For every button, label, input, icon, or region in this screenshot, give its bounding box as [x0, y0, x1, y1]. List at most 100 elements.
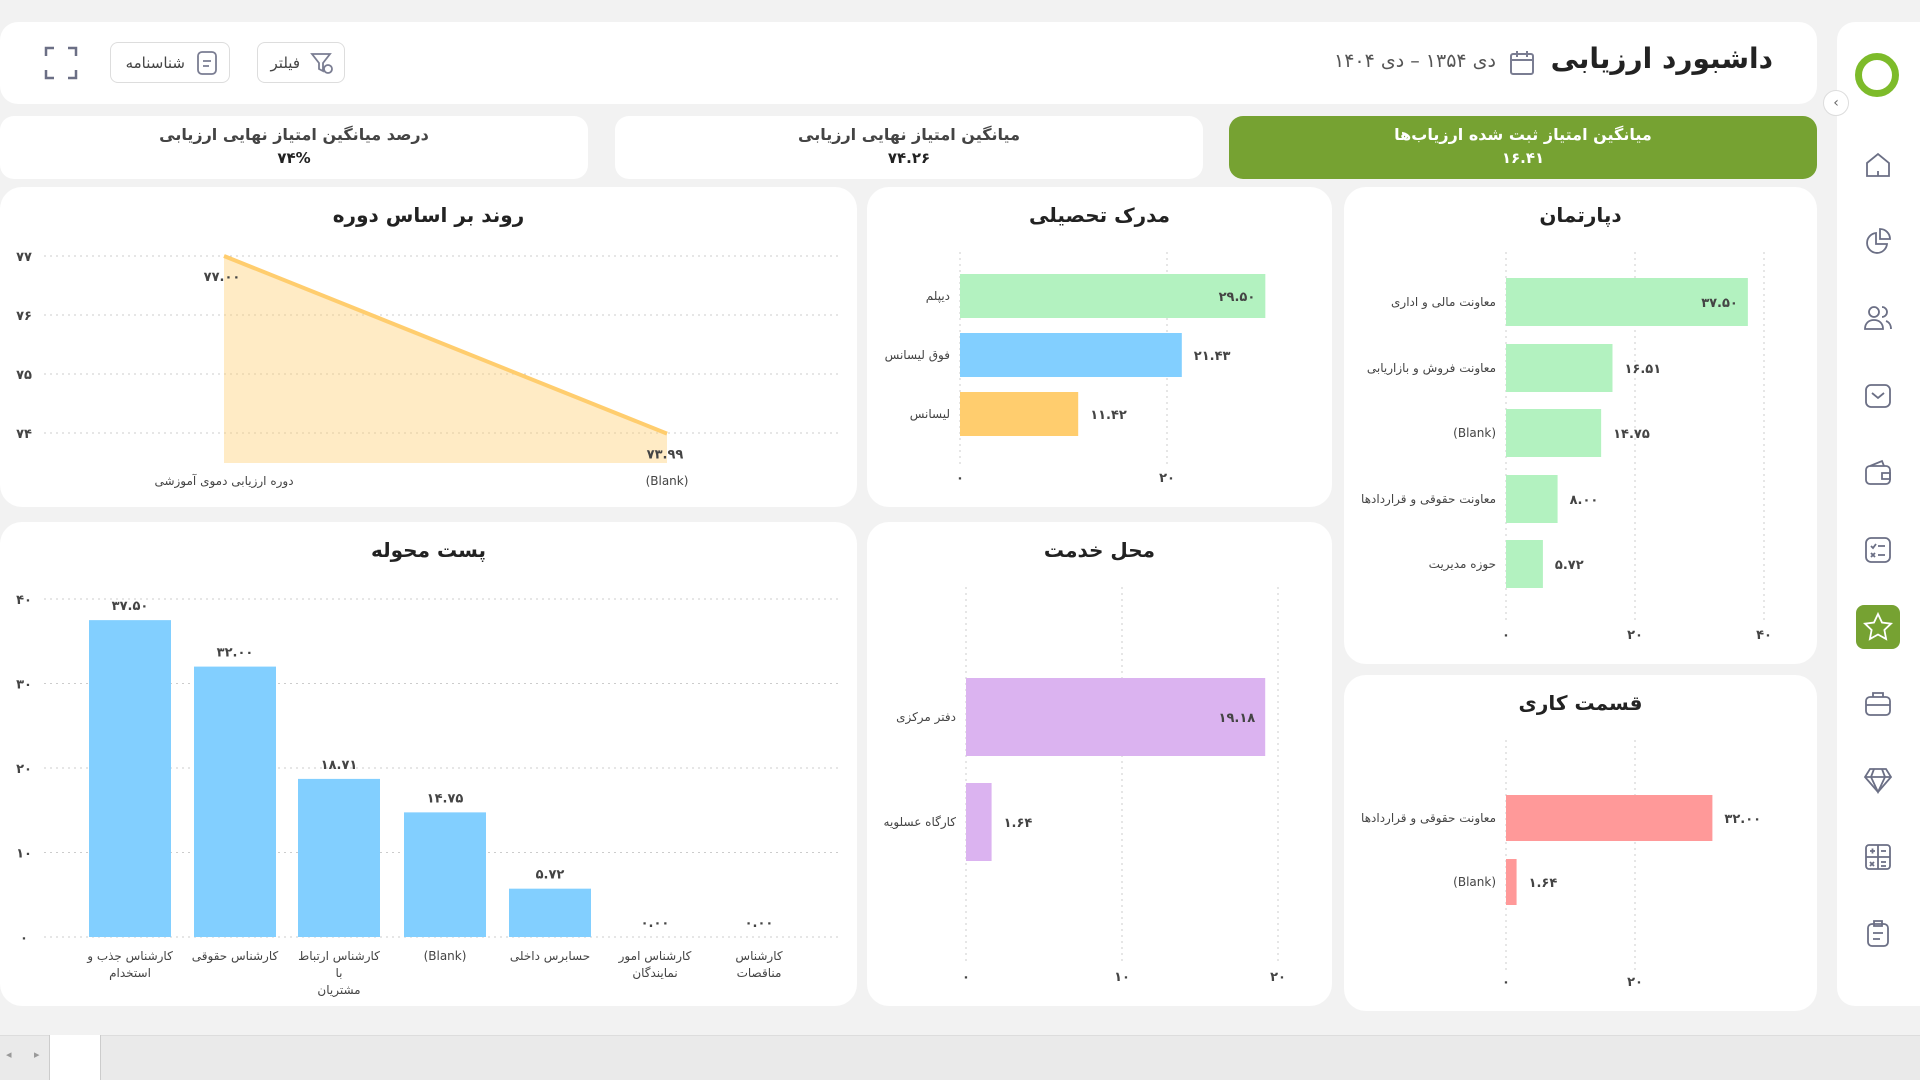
category-label: دفتر مرکزی [896, 710, 956, 725]
bar [298, 778, 380, 937]
y-tick-label: ۴۰ [16, 593, 32, 608]
x-tick-label: ۴۰ [1756, 628, 1772, 643]
x-tick-label: ۲۰ [1159, 471, 1175, 486]
x-tick-label: ۰ [1502, 628, 1510, 643]
category-label: حوزه مدیریت [1429, 557, 1496, 572]
y-tick-label: ۳۰ [16, 678, 32, 693]
x-category-label: (Blank) [424, 949, 467, 963]
kpi-label: درصد میانگین امتیاز نهایی ارزیابی [159, 125, 429, 144]
bar [509, 888, 591, 937]
x-category-label: (Blank) [646, 474, 689, 488]
bar [966, 678, 1266, 756]
post-chart: ۰ ۱۰ ۲۰ ۳۰ ۴۰ ۳۷.۵۰ کارشناس جذب و استخدام ۳۲.۰۰ ک… [16, 593, 842, 998]
data-label: ۱۹.۱۸ [1219, 711, 1256, 726]
data-label: ۸.۰۰ [1570, 493, 1599, 508]
home-icon[interactable] [1860, 147, 1896, 183]
profile-label: شناسنامه [125, 53, 185, 72]
fullscreen-icon[interactable] [44, 46, 78, 80]
data-label: ۰.۰۰ [641, 916, 670, 931]
chart-title: محل خدمت [1043, 538, 1156, 562]
x-tick-label: ۰ [1502, 975, 1510, 990]
bar [1506, 475, 1558, 523]
bar [960, 274, 1266, 318]
bar [960, 392, 1079, 436]
education-chart: ۰ ۲۰ دیپلم ۲۹.۵۰ فوق لیسانس ۲۱.۴۳ لیسانس ۱۱.۴۲ [885, 252, 1266, 486]
pie-chart-icon[interactable] [1860, 224, 1896, 260]
kpi-value: ۷۴% [277, 149, 311, 167]
data-label: ۳۷.۵۰ [1701, 296, 1738, 311]
calendar-icon[interactable] [1508, 49, 1536, 77]
x-category-label: کارشناس جذب و استخدام [86, 949, 173, 980]
chart-title: روند بر اساس دوره [332, 203, 525, 227]
x-tick-label: ۰ [956, 471, 964, 486]
x-tick-label: ۲۰ [1627, 975, 1643, 990]
bar [1506, 795, 1713, 841]
data-label: ۲۱.۴۳ [1194, 349, 1231, 364]
collapse-sidebar-button[interactable]: ‹ [1823, 90, 1849, 116]
inbox-icon[interactable] [1860, 378, 1896, 414]
users-icon[interactable] [1860, 300, 1896, 336]
scroll-right-button[interactable]: ▸ [34, 1048, 40, 1061]
chart-title: دپارتمان [1539, 203, 1622, 227]
star-icon[interactable] [1856, 605, 1900, 649]
bar [966, 783, 992, 861]
data-label: ۳۲.۰۰ [217, 646, 254, 661]
y-tick-label: ۷۷ [16, 250, 32, 265]
data-label: ۳۷.۵۰ [112, 599, 149, 614]
kpi-card-evaluator-score: میانگین امتیاز ثبت شده ارزیاب‌ها ۱۶.۴۱ [1229, 116, 1817, 179]
category-label: دیپلم [926, 289, 950, 303]
category-label: معاونت مالی و اداری [1391, 295, 1496, 310]
data-label: ۵.۷۲ [536, 868, 565, 883]
y-tick-label: ۷۴ [16, 427, 32, 442]
page-tab[interactable] [49, 1035, 101, 1080]
x-category-label: کارشناس امور نمایندگان [618, 949, 692, 980]
scroll-left-button[interactable]: ◂ [6, 1048, 12, 1061]
data-label: ۱۴.۷۵ [427, 791, 464, 806]
y-tick-label: ۱۰ [16, 847, 32, 862]
data-label: ۷۳.۹۹ [647, 448, 684, 463]
data-label: ۲۹.۵۰ [1219, 290, 1256, 305]
location-chart-card: محل خدمت ۰ ۱۰ ۲۰ دفتر مرکزی ۱۹.۱۸ کارگاه عسلوی… [867, 522, 1332, 1006]
date-range[interactable]: دی ۱۳۵۴ – دی ۱۴۰۴ [1334, 50, 1496, 72]
category-label: (Blank) [1453, 426, 1496, 440]
data-label: ۳۲.۰۰ [1724, 812, 1761, 827]
page-tabs-bar [0, 1035, 1920, 1080]
trend-chart-card: روند بر اساس دوره ۷۴ ۷۵ ۷۶ ۷۷ ۷۷.۰۰ دوره ارزیا… [0, 187, 857, 507]
y-tick-label: ۲۰ [16, 762, 32, 777]
bar [1506, 278, 1748, 326]
clipboard-icon[interactable] [1860, 916, 1896, 952]
data-label: ۱۶.۵۱ [1624, 362, 1661, 377]
x-tick-label: ۲۰ [1627, 628, 1643, 643]
department-chart: ۰ ۲۰ ۴۰ معاونت مالی و اداری ۳۷.۵۰ معاونت فروش… [1361, 252, 1772, 643]
data-label: ۱.۶۴ [1529, 876, 1558, 891]
bar [1506, 859, 1517, 905]
category-label: معاونت فروش و بازاریابی [1367, 361, 1496, 376]
kpi-card-final-percent: درصد میانگین امتیاز نهایی ارزیابی ۷۴% [0, 116, 588, 179]
chart-title: مدرک تحصیلی [1028, 203, 1171, 227]
bar [1506, 540, 1543, 588]
briefcase-icon[interactable] [1860, 686, 1896, 722]
x-tick-label: ۰ [962, 970, 970, 985]
document-icon [197, 50, 217, 75]
education-chart-card: مدرک تحصیلی ۰ ۲۰ دیپلم ۲۹.۵۰ فوق لیسانس ۲۱.۴۳ ل… [867, 187, 1332, 507]
bar [89, 620, 171, 937]
filter-icon [310, 52, 333, 74]
trend-chart: ۷۴ ۷۵ ۷۶ ۷۷ ۷۷.۰۰ دوره ارزیابی دموی آموزشی ۷۳.… [16, 250, 842, 489]
filter-button[interactable]: فیلتر [257, 42, 345, 83]
calculator-icon[interactable] [1860, 839, 1896, 875]
y-tick-label: ۰ [20, 931, 28, 946]
trend-line [223, 254, 668, 436]
sidebar [1837, 22, 1920, 1006]
category-label: لیسانس [910, 407, 950, 422]
checklist-icon[interactable] [1860, 532, 1896, 568]
section-chart: ۰ ۲۰ معاونت حقوقی و قراردادها ۳۲.۰۰ (Blank) ۱… [1361, 740, 1761, 990]
data-label: ۱۸.۷۱ [321, 758, 358, 773]
area-fill [224, 256, 667, 463]
diamond-icon[interactable] [1860, 762, 1896, 798]
x-category-label: حسابرس داخلی [510, 949, 590, 964]
data-label: ۰.۰۰ [745, 916, 774, 931]
profile-button[interactable]: شناسنامه [110, 42, 230, 83]
wallet-icon[interactable] [1860, 455, 1896, 491]
y-tick-label: ۷۵ [16, 368, 32, 383]
kpi-card-final-score: میانگین امتیاز نهایی ارزیابی ۷۴.۲۶ [615, 116, 1203, 179]
